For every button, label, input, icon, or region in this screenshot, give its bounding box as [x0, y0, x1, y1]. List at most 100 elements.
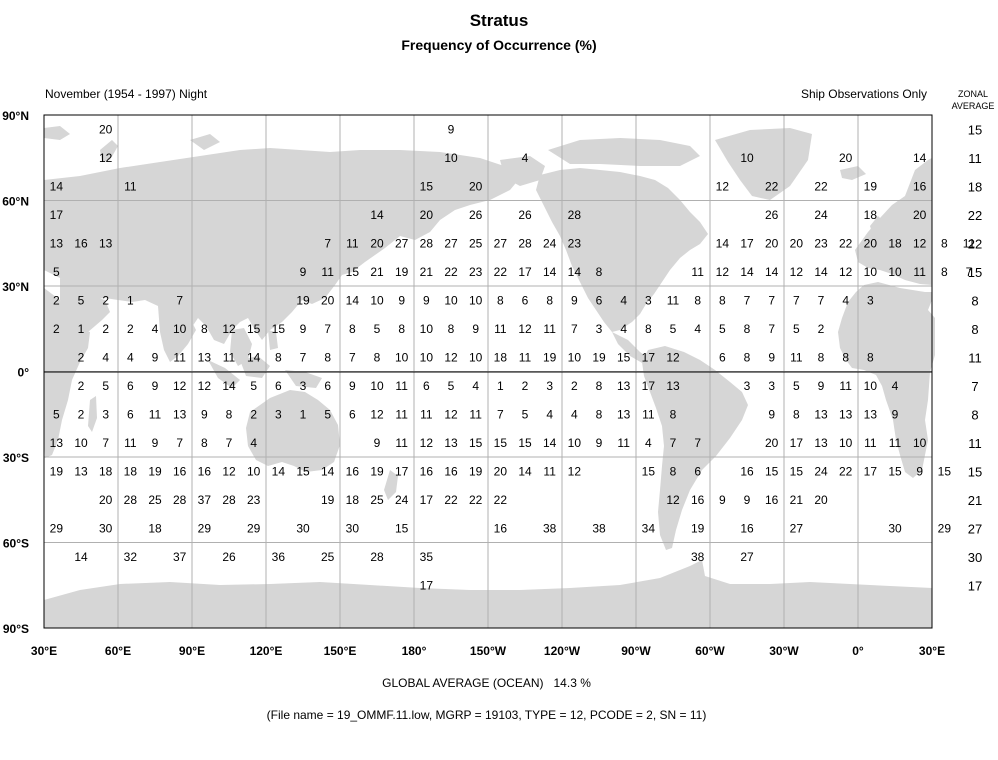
grid-value: 15: [518, 436, 532, 450]
grid-value: 8: [719, 293, 726, 307]
grid-value: 18: [124, 464, 138, 478]
grid-value: 3: [645, 293, 652, 307]
grid-value: 8: [596, 379, 603, 393]
grid-value: 17: [420, 578, 434, 592]
grid-value: 8: [448, 322, 455, 336]
land-new-zealand: [384, 470, 398, 500]
grid-value: 13: [839, 407, 853, 421]
grid-value: 7: [571, 322, 578, 336]
grid-value: 15: [272, 322, 286, 336]
grid-value: 7: [670, 436, 677, 450]
grid-value: 10: [74, 436, 88, 450]
land-indochina: [230, 328, 252, 366]
grid-value: 2: [102, 293, 109, 307]
grid-value: 6: [127, 407, 134, 421]
grid-value: 12: [444, 350, 458, 364]
longitude-label: 90°W: [621, 644, 651, 658]
land-japan: [310, 226, 332, 274]
land-south-america: [642, 346, 748, 550]
grid-value: 7: [176, 436, 183, 450]
grid-value: 13: [617, 379, 631, 393]
land-indonesia-1: [208, 360, 240, 388]
grid-value: 9: [374, 436, 381, 450]
grid-value: 11: [864, 436, 877, 450]
grid-value: 10: [740, 151, 754, 165]
grid-value: 21: [420, 265, 434, 279]
grid-value: 8: [201, 436, 208, 450]
grid-value: 10: [864, 379, 878, 393]
grid-value: 14: [50, 179, 64, 193]
zonal-average-value: 15: [968, 464, 982, 479]
grid-value: 8: [670, 464, 677, 478]
grid-value: 7: [497, 407, 504, 421]
grid-value: 22: [814, 179, 828, 193]
grid-value: 23: [469, 265, 483, 279]
zonal-average-value: 15: [968, 122, 982, 137]
grid-value: 19: [370, 464, 384, 478]
longitude-label: 120°W: [544, 644, 581, 658]
grid-value: 11: [913, 265, 926, 279]
grid-value: 10: [568, 350, 582, 364]
grid-value: 17: [642, 350, 656, 364]
grid-value: 11: [667, 293, 680, 307]
grid-value: 14: [765, 265, 779, 279]
grid-value: 14: [247, 350, 261, 364]
grid-value: 13: [50, 436, 64, 450]
grid-value: 11: [839, 379, 852, 393]
grid-value: 9: [448, 122, 455, 136]
grid-value: 4: [127, 350, 134, 364]
chart-subtitle: Frequency of Occurrence (%): [401, 37, 597, 53]
grid-value: 7: [966, 265, 973, 279]
latitude-label: 60°S: [3, 537, 29, 551]
grid-value: 12: [716, 179, 730, 193]
grid-value: 22: [494, 493, 508, 507]
zonal-average-value: 17: [968, 578, 982, 593]
grid-value: 2: [818, 322, 825, 336]
longitude-label: 150°E: [324, 644, 357, 658]
grid-value: 10: [420, 322, 434, 336]
grid-value: 24: [543, 236, 557, 250]
grid-value: 24: [395, 493, 409, 507]
grid-value: 10: [888, 265, 902, 279]
grid-value: 4: [620, 293, 627, 307]
grid-value: 8: [694, 293, 701, 307]
grid-value: 4: [694, 322, 701, 336]
grid-value: 2: [250, 407, 257, 421]
grid-value: 6: [324, 379, 331, 393]
grid-value: 24: [814, 208, 828, 222]
grid-value: 30: [296, 521, 310, 535]
grid-value: 10: [247, 464, 261, 478]
grid-value: 7: [818, 293, 825, 307]
grid-value: 26: [765, 208, 779, 222]
grid-value: 37: [173, 550, 187, 564]
grid-value: 5: [522, 407, 529, 421]
grid-value: 20: [370, 236, 384, 250]
grid-value: 19: [864, 179, 878, 193]
grid-value: 22: [469, 493, 483, 507]
grid-value: 11: [124, 436, 137, 450]
grid-value: 5: [670, 322, 677, 336]
grid-value: 9: [349, 379, 356, 393]
grid-value: 13: [173, 407, 187, 421]
grid-value: 11: [124, 179, 137, 193]
grid-value: 5: [793, 322, 800, 336]
grid-value: 3: [596, 322, 603, 336]
grid-value: 22: [839, 464, 853, 478]
grid-value: 2: [78, 407, 85, 421]
grid-value: 26: [222, 550, 236, 564]
grid-value: 27: [790, 521, 804, 535]
grid-value: 7: [176, 293, 183, 307]
grid-value: 7: [226, 436, 233, 450]
grid-value: 10: [444, 151, 458, 165]
land-severnaya: [190, 134, 220, 150]
grid-value: 9: [768, 350, 775, 364]
grid-value: 18: [148, 521, 162, 535]
grid-value: 14: [370, 208, 384, 222]
zonal-average-value: 11: [968, 151, 982, 166]
grid-value: 29: [198, 521, 212, 535]
grid-value: 10: [444, 293, 458, 307]
chart-title: Stratus: [469, 11, 529, 30]
grid-value: 35: [420, 550, 434, 564]
grid-value: 4: [472, 379, 479, 393]
